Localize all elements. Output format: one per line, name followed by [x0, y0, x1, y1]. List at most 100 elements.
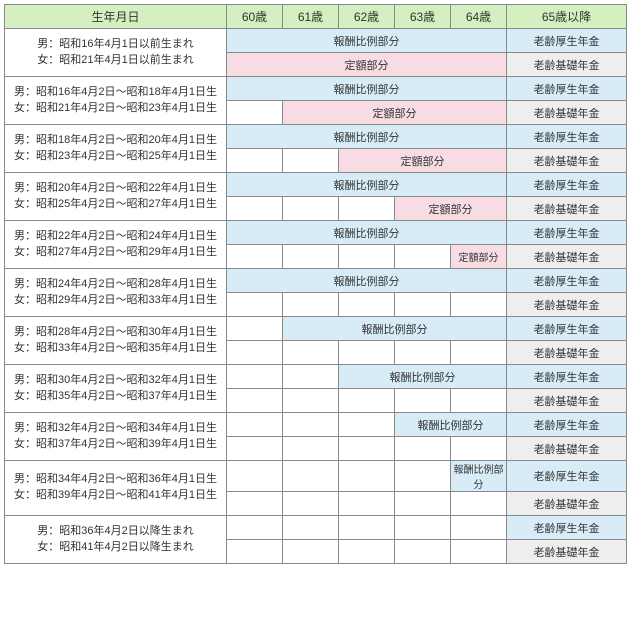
empty-cell	[451, 293, 507, 317]
kousei-cell: 老齢厚生年金	[507, 269, 627, 293]
empty-cell	[395, 437, 451, 461]
empty-cell	[283, 293, 339, 317]
empty-cell	[339, 197, 395, 221]
kiso-cell: 老齢基礎年金	[507, 540, 627, 564]
empty-cell	[227, 245, 283, 269]
table-header: 生年月日 60歳 61歳 62歳 63歳 64歳 65歳以降	[5, 5, 627, 29]
empty-cell	[339, 293, 395, 317]
empty-cell	[451, 437, 507, 461]
birth-female: 女：昭和21年4月2日～昭和23年4月1日生	[5, 101, 226, 117]
birth-cell: 男：昭和30年4月2日～昭和32年4月1日生女：昭和35年4月2日～昭和37年4…	[5, 365, 227, 413]
empty-cell	[283, 516, 339, 540]
birth-female: 女：昭和21年4月1日以前生まれ	[5, 53, 226, 69]
kiso-cell: 老齢基礎年金	[507, 437, 627, 461]
kiso-cell: 老齢基礎年金	[507, 53, 627, 77]
empty-cell	[395, 245, 451, 269]
empty-cell	[227, 540, 283, 564]
empty-cell	[283, 437, 339, 461]
empty-cell	[227, 492, 283, 516]
birth-female: 女：昭和33年4月2日～昭和35年4月1日生	[5, 341, 226, 357]
empty-cell	[395, 516, 451, 540]
hirei-cell: 報酬比例部分	[227, 269, 507, 293]
hirei-cell: 報酬比例部分	[227, 77, 507, 101]
empty-cell	[339, 437, 395, 461]
birth-female: 女：昭和25年4月2日～昭和27年4月1日生	[5, 197, 226, 213]
empty-cell	[283, 197, 339, 221]
header-after65: 65歳以降	[507, 5, 627, 29]
birth-male: 男：昭和16年4月2日～昭和18年4月1日生	[5, 85, 226, 101]
empty-cell	[227, 197, 283, 221]
birth-female: 女：昭和29年4月2日～昭和33年4月1日生	[5, 293, 226, 309]
empty-cell	[227, 341, 283, 365]
empty-cell	[227, 317, 283, 341]
empty-cell	[339, 341, 395, 365]
header-age-61: 61歳	[283, 5, 339, 29]
empty-cell	[227, 516, 283, 540]
empty-cell	[339, 492, 395, 516]
birth-male: 男：昭和34年4月2日～昭和36年4月1日生	[5, 472, 226, 488]
hirei-cell: 報酬比例部分	[227, 125, 507, 149]
empty-cell	[283, 389, 339, 413]
birth-male: 男：昭和32年4月2日～昭和34年4月1日生	[5, 421, 226, 437]
birth-female: 女：昭和23年4月2日～昭和25年4月1日生	[5, 149, 226, 165]
empty-cell	[283, 149, 339, 173]
table-body: 男：昭和16年4月1日以前生まれ女：昭和21年4月1日以前生まれ報酬比例部分老齢…	[5, 29, 627, 564]
header-age-60: 60歳	[227, 5, 283, 29]
kousei-cell: 老齢厚生年金	[507, 221, 627, 245]
birth-male: 男：昭和16年4月1日以前生まれ	[5, 37, 226, 53]
empty-cell	[227, 101, 283, 125]
empty-cell	[339, 516, 395, 540]
birth-cell: 男：昭和20年4月2日～昭和22年4月1日生女：昭和25年4月2日～昭和27年4…	[5, 173, 227, 221]
birth-male: 男：昭和28年4月2日～昭和30年4月1日生	[5, 325, 226, 341]
pension-age-table: 生年月日 60歳 61歳 62歳 63歳 64歳 65歳以降 男：昭和16年4月…	[4, 4, 627, 564]
kiso-cell: 老齢基礎年金	[507, 245, 627, 269]
birth-female: 女：昭和37年4月2日～昭和39年4月1日生	[5, 437, 226, 453]
birth-male: 男：昭和24年4月2日～昭和28年4月1日生	[5, 277, 226, 293]
birth-male: 男：昭和18年4月2日～昭和20年4月1日生	[5, 133, 226, 149]
header-age-62: 62歳	[339, 5, 395, 29]
hirei-cell: 報酬比例部分	[395, 413, 507, 437]
empty-cell	[283, 492, 339, 516]
hirei-cell: 報酬比例部分	[339, 365, 507, 389]
hirei-cell: 報酬比例部分	[227, 173, 507, 197]
teigaku-cell: 定額部分	[451, 245, 507, 269]
birth-male: 男：昭和36年4月2日以降生まれ	[5, 524, 226, 540]
header-birth: 生年月日	[5, 5, 227, 29]
empty-cell	[283, 413, 339, 437]
hirei-cell: 報酬比例部分	[227, 29, 507, 53]
birth-female: 女：昭和39年4月2日～昭和41年4月1日生	[5, 488, 226, 504]
kousei-cell: 老齢厚生年金	[507, 413, 627, 437]
empty-cell	[451, 341, 507, 365]
empty-cell	[283, 461, 339, 492]
birth-male: 男：昭和20年4月2日～昭和22年4月1日生	[5, 181, 226, 197]
birth-female: 女：昭和27年4月2日～昭和29年4月1日生	[5, 245, 226, 261]
teigaku-cell: 定額部分	[339, 149, 507, 173]
birth-cell: 男：昭和22年4月2日～昭和24年4月1日生女：昭和27年4月2日～昭和29年4…	[5, 221, 227, 269]
kousei-cell: 老齢厚生年金	[507, 365, 627, 389]
empty-cell	[227, 365, 283, 389]
kiso-cell: 老齢基礎年金	[507, 389, 627, 413]
header-age-63: 63歳	[395, 5, 451, 29]
teigaku-cell: 定額部分	[227, 53, 507, 77]
empty-cell	[395, 293, 451, 317]
kiso-cell: 老齢基礎年金	[507, 149, 627, 173]
empty-cell	[395, 341, 451, 365]
birth-cell: 男：昭和18年4月2日～昭和20年4月1日生女：昭和23年4月2日～昭和25年4…	[5, 125, 227, 173]
kiso-cell: 老齢基礎年金	[507, 101, 627, 125]
empty-cell	[395, 540, 451, 564]
empty-cell	[283, 365, 339, 389]
empty-cell	[227, 461, 283, 492]
birth-cell: 男：昭和24年4月2日～昭和28年4月1日生女：昭和29年4月2日～昭和33年4…	[5, 269, 227, 317]
birth-cell: 男：昭和36年4月2日以降生まれ女：昭和41年4月2日以降生まれ	[5, 516, 227, 564]
empty-cell	[227, 389, 283, 413]
empty-cell	[283, 341, 339, 365]
empty-cell	[339, 389, 395, 413]
hirei-cell: 報酬比例部分	[283, 317, 507, 341]
birth-cell: 男：昭和34年4月2日～昭和36年4月1日生女：昭和39年4月2日～昭和41年4…	[5, 461, 227, 516]
empty-cell	[339, 245, 395, 269]
empty-cell	[227, 437, 283, 461]
empty-cell	[227, 149, 283, 173]
birth-cell: 男：昭和16年4月2日～昭和18年4月1日生女：昭和21年4月2日～昭和23年4…	[5, 77, 227, 125]
empty-cell	[451, 492, 507, 516]
birth-cell: 男：昭和32年4月2日～昭和34年4月1日生女：昭和37年4月2日～昭和39年4…	[5, 413, 227, 461]
